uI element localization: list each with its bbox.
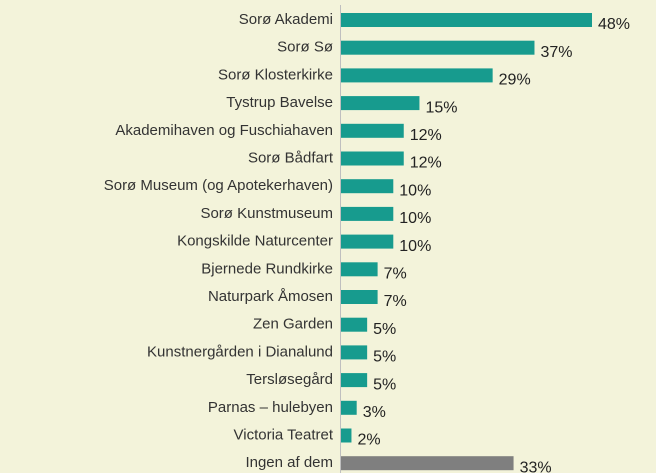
- category-label: Bjernede Rundkirke: [201, 260, 333, 277]
- bar: [341, 428, 352, 443]
- value-label: 10%: [399, 210, 431, 227]
- category-label: Sorø Sø: [277, 39, 333, 56]
- value-label: 3%: [363, 404, 386, 421]
- value-label: 33%: [520, 459, 552, 473]
- bar: [341, 317, 368, 332]
- category-label: Sorø Kunstmuseum: [200, 205, 333, 222]
- bar: [341, 345, 368, 360]
- value-label: 12%: [410, 155, 442, 172]
- category-label: Sorø Klosterkirke: [218, 66, 333, 83]
- bar: [341, 96, 420, 111]
- bar: [341, 68, 493, 83]
- bar: [341, 234, 394, 249]
- category-label: Kunstnergården i Dianalund: [147, 343, 333, 360]
- value-label: 12%: [410, 127, 442, 144]
- bar: [341, 151, 404, 166]
- bar: [341, 290, 378, 304]
- category-label: Naturpark Åmosen: [208, 288, 333, 305]
- category-label: Kongskilde Naturcenter: [177, 233, 333, 250]
- value-label: 5%: [373, 321, 396, 338]
- category-label: Tersløsegård: [246, 371, 333, 388]
- category-label: Sorø Akademi: [239, 11, 333, 28]
- bar: [341, 123, 404, 138]
- bar: [341, 262, 378, 277]
- bar: [341, 13, 592, 27]
- category-label: Sorø Bådfart: [248, 149, 334, 166]
- bar: [341, 373, 368, 388]
- value-label: 29%: [499, 72, 531, 89]
- value-label: 15%: [425, 99, 457, 116]
- value-label: 5%: [373, 349, 396, 366]
- value-label: 48%: [598, 16, 630, 33]
- value-label: 10%: [399, 238, 431, 255]
- category-label: Victoria Teatret: [234, 426, 334, 443]
- category-label: Tystrup Bavelse: [226, 94, 333, 111]
- bar: [341, 206, 394, 221]
- category-label: Akademihaven og Fuschiahaven: [115, 122, 333, 139]
- category-label: Sorø Museum (og Apotekerhaven): [104, 177, 333, 194]
- category-label: Zen Garden: [253, 316, 333, 333]
- bar: [341, 400, 357, 415]
- value-label: 10%: [399, 182, 431, 199]
- value-label: 37%: [540, 44, 572, 61]
- value-label: 2%: [357, 432, 380, 449]
- bar: [341, 40, 535, 55]
- bar: [341, 456, 514, 471]
- value-label: 7%: [384, 293, 407, 310]
- value-label: 5%: [373, 376, 396, 393]
- category-label: Parnas – hulebyen: [208, 399, 333, 416]
- bar: [341, 179, 394, 194]
- value-label: 7%: [384, 266, 407, 283]
- category-label: Ingen af dem: [245, 454, 333, 471]
